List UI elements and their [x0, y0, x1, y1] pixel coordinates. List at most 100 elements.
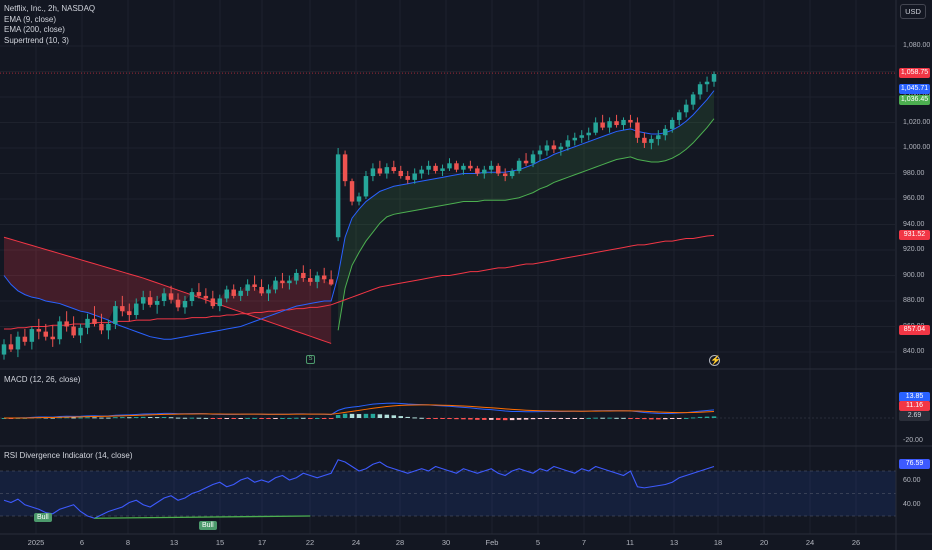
- macd-histogram-bar: [259, 418, 264, 419]
- candle-body: [537, 150, 543, 155]
- candle-body: [154, 301, 160, 305]
- ema9-legend[interactable]: EMA (9, close): [4, 14, 57, 24]
- currency-button[interactable]: USD: [900, 4, 926, 19]
- candle-body: [586, 132, 591, 136]
- macd-histogram-bar: [217, 418, 223, 419]
- macd-histogram-bar: [363, 413, 369, 418]
- macd-histogram-bar: [489, 418, 494, 420]
- macd-histogram-bar: [196, 417, 202, 419]
- supertrend-legend[interactable]: Supertrend (10, 3): [4, 35, 69, 45]
- macd-histogram-bar: [551, 418, 557, 419]
- macd-histogram-bar: [579, 418, 584, 419]
- macd-histogram-bar: [614, 417, 619, 419]
- candle-body: [189, 292, 195, 301]
- bull-signal-2: Bull: [199, 521, 217, 530]
- macd-histogram-bar: [294, 417, 299, 419]
- candle-body: [454, 163, 459, 170]
- macd-histogram-bar: [516, 418, 522, 420]
- candle-body: [530, 154, 536, 164]
- time-axis-label: 2025: [27, 538, 45, 547]
- price-axis-tick: 960.00: [903, 195, 925, 202]
- macd-histogram-bar: [635, 418, 640, 419]
- rsi-label[interactable]: RSI Divergence Indicator (14, close): [4, 451, 133, 460]
- candle-body: [280, 280, 285, 284]
- signal-line: [3, 404, 715, 419]
- macd-label[interactable]: MACD (12, 26, close): [4, 375, 81, 384]
- time-axis-label: 28: [395, 538, 405, 547]
- supertrend-bear-line: [3, 236, 332, 344]
- macd-histogram-bar: [287, 417, 292, 419]
- macd-histogram-bar: [377, 414, 383, 418]
- candle-body: [301, 272, 306, 279]
- ema9-line: [3, 90, 715, 340]
- macd-histogram-bar: [335, 414, 341, 418]
- candle-body: [669, 119, 675, 129]
- candle-body: [64, 321, 69, 327]
- macd-histogram-bar: [106, 417, 111, 419]
- candle-body: [711, 74, 717, 82]
- macd-histogram-bar: [356, 414, 362, 418]
- candle-body: [482, 169, 487, 174]
- macd-pane[interactable]: [0, 402, 896, 421]
- candle-body: [99, 323, 104, 331]
- supertrend-price-tag: 1,036.45: [899, 95, 930, 105]
- candle-body: [92, 318, 97, 324]
- symbol-title[interactable]: Netflix, Inc., 2h, NASDAQ: [4, 4, 96, 13]
- price-axis-tick: 1,020.00: [903, 118, 931, 126]
- candle-body: [683, 104, 689, 113]
- histogram-tag: 2.69: [899, 411, 930, 421]
- last-price-tag: 1,058.75: [899, 68, 930, 78]
- macd-histogram-bar: [252, 417, 257, 419]
- candle-body: [106, 323, 111, 331]
- macd-histogram-bar: [711, 416, 717, 418]
- candle-body: [690, 94, 696, 105]
- macd-histogram-bar: [454, 418, 459, 420]
- macd-histogram-bar: [704, 416, 710, 418]
- flash-icon[interactable]: ⚡: [709, 355, 722, 366]
- candle-body: [412, 173, 417, 180]
- time-axis-label: 24: [351, 538, 361, 547]
- candle-body: [572, 137, 578, 141]
- candle-body: [384, 167, 390, 174]
- macd-histogram-bar: [308, 418, 313, 419]
- time-axis-label: 18: [713, 538, 723, 547]
- macd-histogram-bar: [593, 417, 598, 419]
- candle-body: [405, 176, 410, 180]
- indicator-lines: [3, 90, 715, 340]
- macd-histogram-bar: [266, 418, 271, 419]
- candle-body: [502, 173, 508, 177]
- candle-body: [523, 160, 529, 164]
- candle-body: [447, 163, 452, 169]
- candle-body: [370, 168, 376, 177]
- time-axis-label: 30: [441, 538, 451, 547]
- rsi-pane[interactable]: [0, 459, 896, 519]
- candle-body: [120, 306, 125, 312]
- candle-body: [349, 181, 355, 202]
- macd-histogram-bar: [433, 418, 438, 419]
- candle-body: [43, 331, 49, 337]
- time-axis-label: 11: [626, 538, 634, 547]
- candle-body: [377, 168, 383, 174]
- candle-body: [495, 165, 501, 174]
- candlesticks[interactable]: [1, 71, 717, 360]
- bull-divergence-line: [94, 515, 311, 519]
- supertrend-bull-zone: [338, 90, 714, 331]
- macd-histogram-bar: [370, 413, 376, 418]
- ema200-price-tag: 931.52: [899, 230, 930, 240]
- time-axis-label: 17: [257, 538, 267, 547]
- macd-histogram-bar: [572, 418, 578, 419]
- macd-histogram-bar: [523, 418, 529, 420]
- macd-histogram-bar: [600, 417, 605, 419]
- time-axis-label: 24: [805, 538, 815, 547]
- price-axis-tick: 980.00: [903, 169, 925, 177]
- macd-histogram-bar: [412, 417, 417, 419]
- candle-body: [127, 311, 132, 316]
- ema200-legend[interactable]: EMA (200, close): [4, 25, 65, 34]
- candle-body: [621, 119, 626, 126]
- candle-body: [398, 170, 404, 177]
- candle-body: [342, 154, 348, 182]
- candle-body: [161, 293, 167, 301]
- macd-axis-tick: -20.00: [903, 437, 923, 444]
